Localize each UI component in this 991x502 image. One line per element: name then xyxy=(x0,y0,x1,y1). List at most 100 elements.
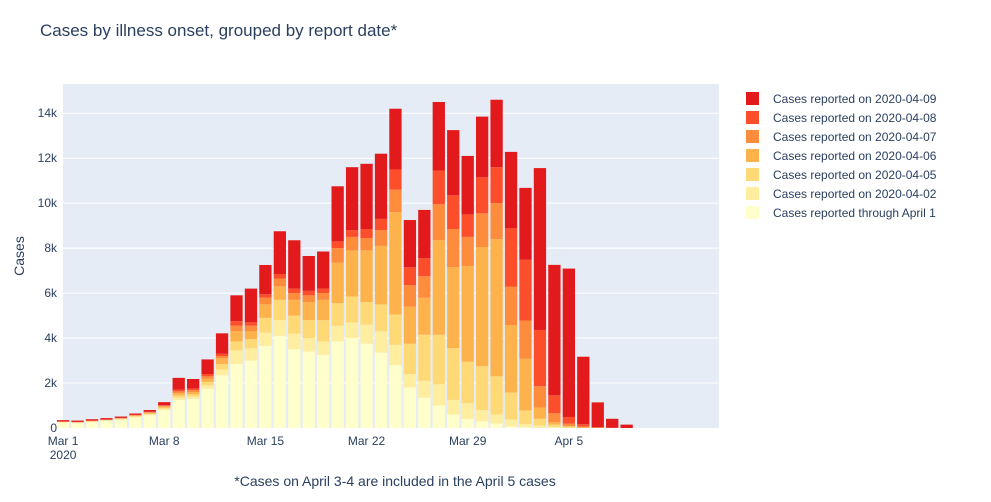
bar-stack xyxy=(187,378,200,428)
bar-segment xyxy=(418,397,431,428)
bar-segment xyxy=(187,378,200,389)
bar-segment xyxy=(403,387,417,428)
bar-segment xyxy=(374,230,388,246)
bar-stack xyxy=(389,108,402,428)
legend-swatch xyxy=(746,149,759,162)
bar-stack xyxy=(461,155,474,428)
bar-stack xyxy=(418,209,431,428)
bar-segment xyxy=(389,314,402,345)
bar-segment xyxy=(85,419,99,421)
bar-segment xyxy=(215,333,229,354)
bar-segment xyxy=(244,348,258,361)
bar-segment xyxy=(432,405,445,428)
bar-segment xyxy=(548,413,561,423)
bar-segment xyxy=(172,393,185,396)
bar-stack xyxy=(215,333,229,428)
bar-segment xyxy=(374,304,388,332)
bar-segment xyxy=(331,303,344,326)
bar-segment xyxy=(461,266,474,362)
bar-segment xyxy=(187,398,200,428)
bar-segment xyxy=(533,168,547,330)
bar-segment xyxy=(591,402,604,428)
bar-segment xyxy=(374,218,388,231)
bar-segment xyxy=(519,423,532,428)
bar-segment xyxy=(374,352,388,428)
legend-item[interactable]: Cases reported on 2020-04-08 xyxy=(746,111,937,125)
bar-segment xyxy=(331,341,344,428)
bar-segment xyxy=(317,251,330,289)
legend-item[interactable]: Cases reported on 2020-04-05 xyxy=(746,168,937,182)
x-tick-label: Mar 1 xyxy=(48,434,79,448)
legend-item[interactable]: Cases reported through April 1 xyxy=(746,206,936,220)
bar-segment xyxy=(504,419,518,427)
bar-segment xyxy=(476,247,489,367)
bar-segment xyxy=(158,402,171,406)
bar-segment xyxy=(476,116,489,178)
bar-segment xyxy=(461,155,474,215)
bar-segment xyxy=(302,302,315,321)
bar-stack xyxy=(620,424,633,428)
bar-segment xyxy=(562,426,575,428)
bar-segment xyxy=(100,420,113,428)
bar-segment xyxy=(302,351,315,428)
bar-segment xyxy=(577,356,590,425)
bar-segment xyxy=(187,390,200,393)
bar-segment xyxy=(490,203,503,240)
bar-stack xyxy=(317,251,330,428)
bar-segment xyxy=(519,358,532,411)
bar-segment xyxy=(331,241,344,249)
bar-segment xyxy=(504,151,518,229)
bar-segment xyxy=(273,320,286,336)
legend-swatch xyxy=(746,206,759,219)
bar-segment xyxy=(143,412,156,414)
bar-segment xyxy=(504,325,518,393)
bar-stack xyxy=(288,240,301,428)
bar-segment xyxy=(490,167,503,204)
bar-segment xyxy=(432,204,445,241)
bar-segment xyxy=(143,414,156,416)
bar-segment xyxy=(230,363,243,428)
bar-segment xyxy=(548,422,561,425)
bar-segment xyxy=(374,331,388,353)
bar-segment xyxy=(201,359,214,375)
legend-swatch xyxy=(746,92,759,105)
bar-segment xyxy=(504,426,518,428)
bar-segment xyxy=(548,395,561,414)
bar-segment xyxy=(288,349,301,428)
bar-segment xyxy=(244,322,258,326)
bar-segment xyxy=(172,377,185,390)
bar-segment xyxy=(432,334,445,385)
legend[interactable]: Cases reported on 2020-04-09 Cases report… xyxy=(746,92,937,220)
bar-segment xyxy=(476,366,489,411)
legend-item[interactable]: Cases reported on 2020-04-02 xyxy=(746,187,937,201)
bar-stack xyxy=(374,153,388,428)
bar-segment xyxy=(504,228,518,287)
bar-segment xyxy=(418,276,431,298)
bar-segment xyxy=(389,212,402,315)
legend-item[interactable]: Cases reported on 2020-04-09 xyxy=(746,92,937,106)
legend-item[interactable]: Cases reported on 2020-04-06 xyxy=(746,149,937,163)
bar-segment xyxy=(461,403,474,420)
bar-stack xyxy=(360,163,373,428)
legend-label: Cases reported on 2020-04-07 xyxy=(773,130,937,144)
bar-segment xyxy=(360,163,373,230)
bar-segment xyxy=(317,320,330,342)
bar-segment xyxy=(562,425,575,427)
bar-segment xyxy=(461,419,474,428)
bar-segment xyxy=(504,392,518,420)
bar-segment xyxy=(317,341,330,355)
bar-segment xyxy=(201,388,214,428)
legend-item[interactable]: Cases reported on 2020-04-07 xyxy=(746,130,937,144)
bar-segment xyxy=(288,333,301,350)
bar-stack xyxy=(201,359,214,428)
bar-segment xyxy=(403,267,417,286)
bar-segment xyxy=(230,321,243,326)
bar-segment xyxy=(158,406,171,408)
bar-stack xyxy=(273,231,286,428)
bar-segment xyxy=(172,397,185,400)
bar-segment xyxy=(273,278,286,287)
legend-label: Cases reported through April 1 xyxy=(773,206,936,220)
bar-segment xyxy=(302,295,315,303)
bar-segment xyxy=(331,248,344,263)
